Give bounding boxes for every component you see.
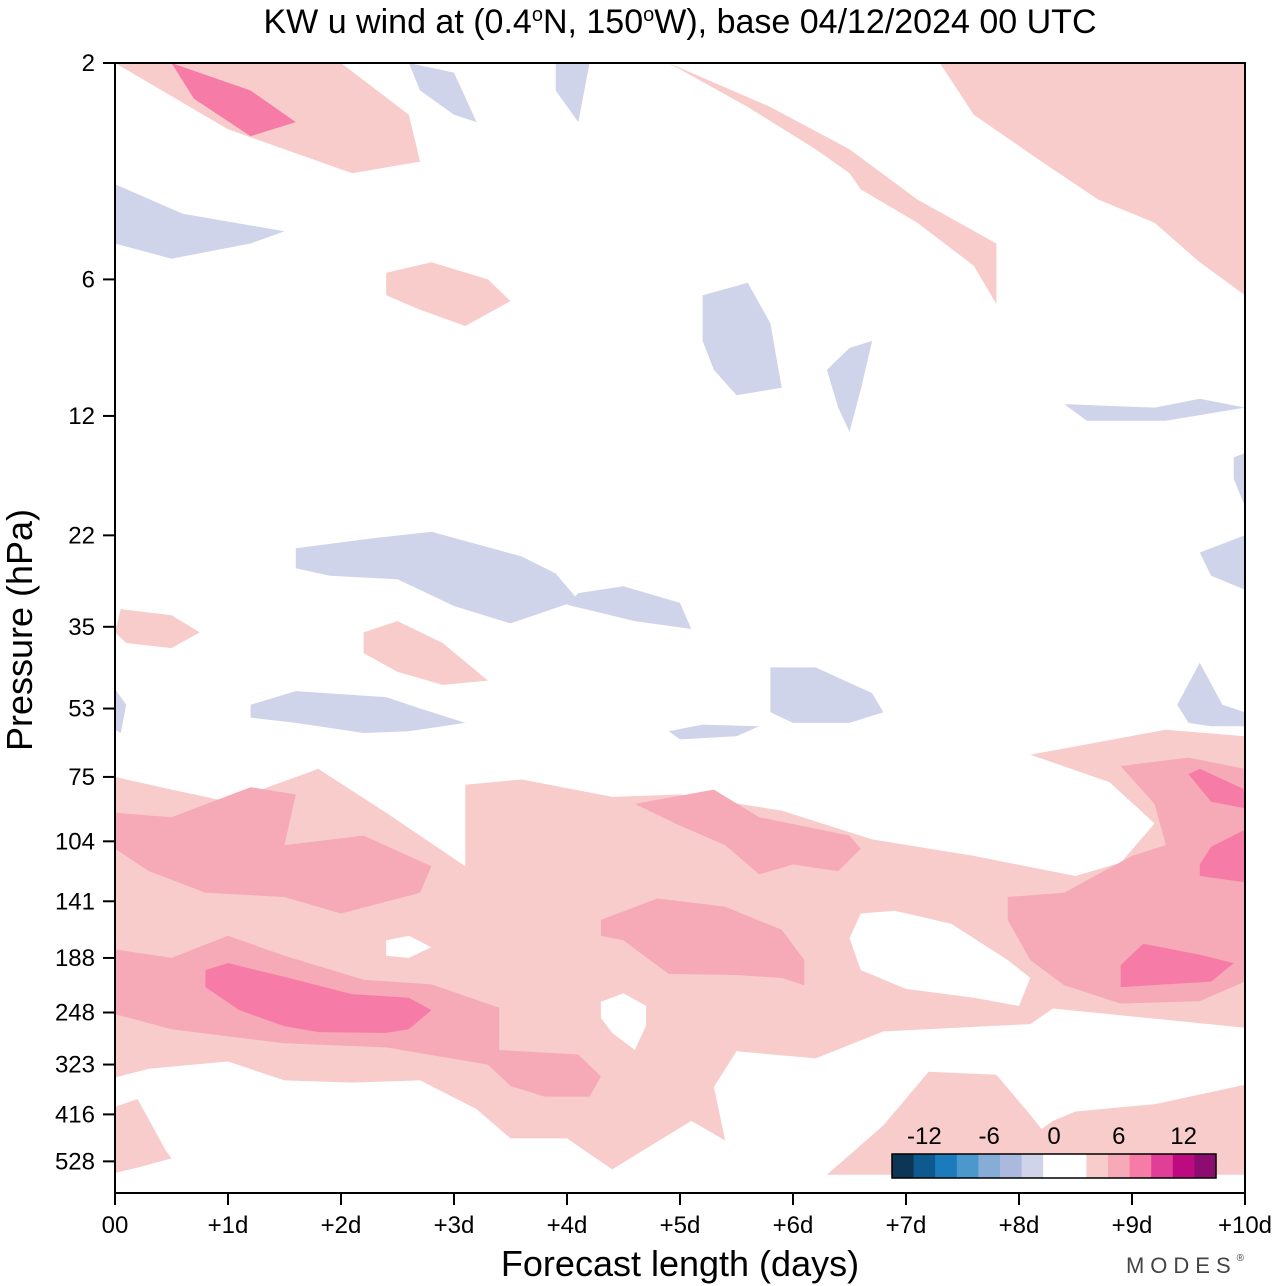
contour-region-20 (386, 935, 432, 958)
contour-region-35 (1177, 662, 1245, 727)
y-tick-label: 188 (55, 945, 95, 972)
contour-region-8 (115, 787, 432, 914)
contour-region-10 (600, 898, 805, 986)
contour-region-27 (1233, 453, 1245, 507)
colorbar-swatch (1194, 1154, 1217, 1178)
contour-region-31 (250, 691, 466, 733)
contour-region-7 (939, 63, 1245, 296)
colorbar-swatch (1021, 1154, 1044, 1178)
contour-region-22 (408, 63, 477, 123)
y-tick-label: 104 (55, 828, 95, 855)
y-tick-label: 35 (68, 614, 95, 641)
y-tick-label: 6 (82, 266, 95, 293)
x-tick-label: +9d (1112, 1212, 1153, 1239)
contour-region-28 (1199, 535, 1245, 590)
contour-region-9 (634, 789, 861, 875)
colorbar-label: -6 (979, 1123, 1000, 1150)
colorbar-frame (891, 1153, 1217, 1179)
colorbar (891, 1153, 1217, 1179)
colorbar-swatch (1129, 1154, 1152, 1178)
x-tick-label: +7d (886, 1212, 927, 1239)
x-tick-label: 00 (102, 1212, 129, 1239)
y-tick-label: 141 (55, 888, 95, 915)
contour-region-34 (115, 689, 127, 733)
contour-region-17 (171, 63, 296, 137)
contour-region-3 (363, 621, 488, 685)
x-tick-label: +6d (773, 1212, 814, 1239)
contour-regions (115, 63, 1245, 1175)
y-tick-label: 53 (68, 696, 95, 723)
colorbar-swatch (935, 1154, 958, 1178)
contour-region-12 (1007, 757, 1245, 1004)
y-axis-ticks: 2 6 12 22 35 53 75 104 141 188 248 323 416 528 (55, 50, 115, 1175)
contour-region-13 (205, 963, 432, 1033)
contour-region-21 (115, 184, 285, 259)
colorbar-label: 12 (1170, 1123, 1197, 1150)
chart-title: KW u wind at (0.4oN, 150oW), base 04/12/… (263, 3, 1096, 41)
x-tick-label: +5d (660, 1212, 701, 1239)
contour-region-24 (702, 282, 782, 396)
y-tick-label: 528 (55, 1148, 95, 1175)
colorbar-swatch (1086, 1154, 1109, 1178)
contour-region-1 (115, 1099, 172, 1173)
x-tick-label: +10d (1218, 1212, 1272, 1239)
contour-region-29 (295, 531, 579, 624)
colorbar-swatch (1172, 1154, 1195, 1178)
colorbar-labels: -12 -6 0 6 12 (907, 1123, 1197, 1150)
contour-region-2 (115, 609, 200, 649)
colorbar-swatch (956, 1154, 979, 1178)
colorbar-swatch (1043, 1154, 1066, 1178)
colorbar-label: 6 (1112, 1123, 1125, 1150)
x-axis-ticks: 00 +1d +2d +3d +4d +5d +6d +7d +8d +9d +10d (102, 1193, 1272, 1239)
colorbar-swatch (1151, 1154, 1174, 1178)
y-tick-label: 2 (82, 50, 95, 77)
contour-region-33 (668, 724, 760, 740)
colorbar-swatch (978, 1154, 1001, 1178)
y-tick-label: 75 (68, 764, 95, 791)
contour-region-26 (1064, 398, 1245, 421)
contour-region-32 (770, 667, 884, 723)
colorbar-label: 0 (1047, 1123, 1060, 1150)
y-tick-label: 22 (68, 522, 95, 549)
y-tick-label: 248 (55, 1000, 95, 1027)
colorbar-swatch (1108, 1154, 1131, 1178)
x-tick-label: +3d (434, 1212, 475, 1239)
contour-region-4 (386, 262, 511, 326)
contour-region-25 (826, 340, 873, 432)
x-tick-label: +4d (547, 1212, 588, 1239)
y-tick-label: 416 (55, 1101, 95, 1128)
y-tick-label: 323 (55, 1052, 95, 1079)
colorbar-swatch (1000, 1154, 1023, 1178)
colorbar-swatch (892, 1154, 915, 1178)
x-axis-label: Forecast length (days) (501, 1243, 859, 1284)
contour-region-23 (555, 63, 590, 123)
contour-region-18 (849, 910, 1031, 1006)
contour-region-15 (1199, 829, 1245, 883)
contour-region-30 (567, 586, 692, 629)
y-tick-label: 12 (68, 403, 95, 430)
contour-region-16 (1188, 768, 1245, 809)
colorbar-swatch (1064, 1154, 1087, 1178)
x-tick-label: +2d (321, 1212, 362, 1239)
x-tick-label: +8d (999, 1212, 1040, 1239)
contour-region-19 (600, 993, 647, 1050)
colorbar-swatch (913, 1154, 936, 1178)
modes-logo: MODES® (1126, 1253, 1250, 1278)
colorbar-label: -12 (907, 1123, 942, 1150)
x-tick-label: +1d (208, 1212, 249, 1239)
contour-region-14 (1120, 943, 1234, 988)
y-axis-label: Pressure (hPa) (0, 509, 40, 751)
